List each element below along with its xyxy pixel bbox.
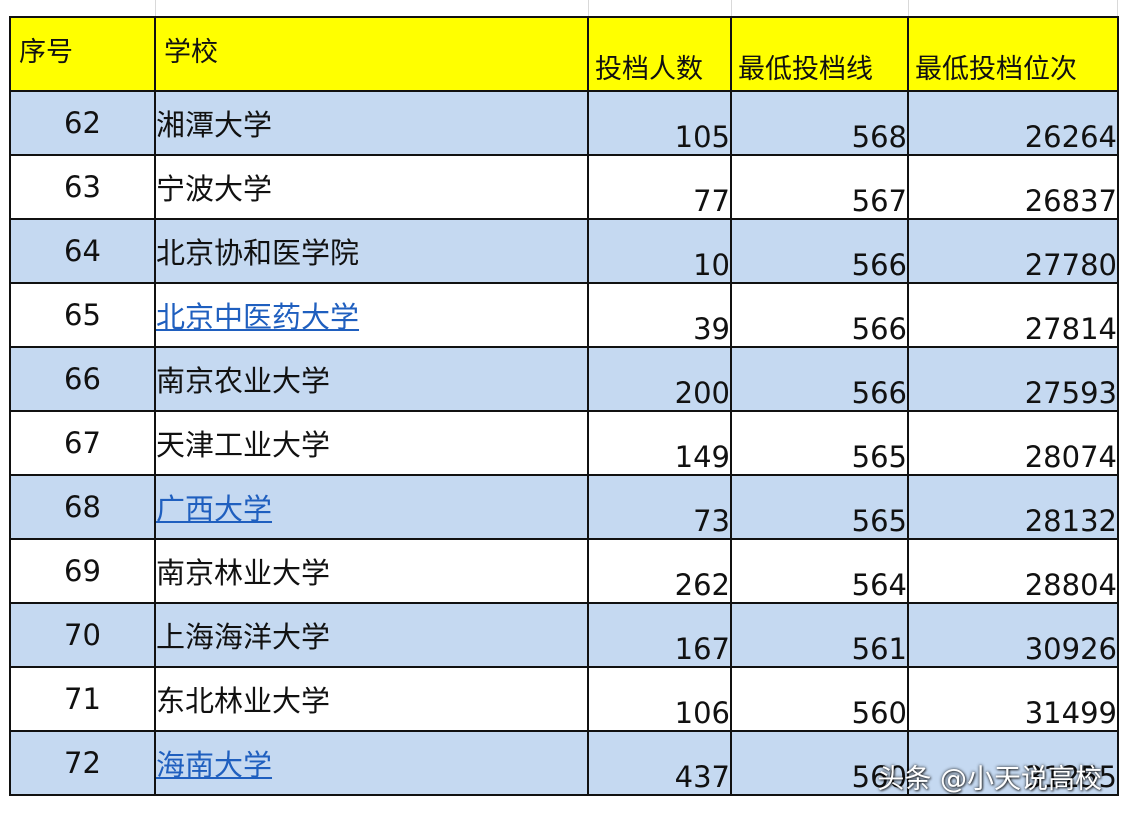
cell-school[interactable]: 北京协和医学院 <box>154 218 589 284</box>
cell-index[interactable]: 70 <box>9 602 156 668</box>
admission-table: 序号 学校 投档人数 最低投档线 最低投档位次 62 湘潭大学 105 568 2626… <box>9 16 1119 796</box>
cell-min-score[interactable]: 567 <box>730 154 909 220</box>
cell-min-score[interactable]: 566 <box>730 218 909 284</box>
cell-count[interactable]: 262 <box>587 538 732 604</box>
cell-min-rank[interactable]: 27780 <box>907 218 1119 284</box>
cell-index[interactable]: 62 <box>9 90 156 156</box>
cell-count[interactable]: 10 <box>587 218 732 284</box>
cell-min-rank[interactable]: 28804 <box>907 538 1119 604</box>
table-row: 66 南京农业大学 200 566 27593 <box>9 346 1119 412</box>
cell-school[interactable]: 海南大学 <box>154 730 589 796</box>
table-row: 65 北京中医药大学 39 566 27814 <box>9 282 1119 348</box>
header-school[interactable]: 学校 <box>154 16 589 92</box>
cell-count[interactable]: 77 <box>587 154 732 220</box>
school-link[interactable]: 广西大学 <box>156 492 273 526</box>
cell-min-rank[interactable]: 26837 <box>907 154 1119 220</box>
cell-min-score[interactable]: 560 <box>730 730 909 796</box>
cell-index[interactable]: 64 <box>9 218 156 284</box>
cell-index[interactable]: 69 <box>9 538 156 604</box>
header-min-score[interactable]: 最低投档线 <box>730 16 909 92</box>
table-row: 67 天津工业大学 149 565 28074 <box>9 410 1119 476</box>
cell-school[interactable]: 广西大学 <box>154 474 589 540</box>
cell-count[interactable]: 73 <box>587 474 732 540</box>
cell-min-rank[interactable]: 27814 <box>907 282 1119 348</box>
cell-count[interactable]: 167 <box>587 602 732 668</box>
cell-min-rank[interactable]: 30926 <box>907 602 1119 668</box>
cell-school[interactable]: 北京中医药大学 <box>154 282 589 348</box>
cell-min-score[interactable]: 566 <box>730 346 909 412</box>
cell-min-score[interactable]: 560 <box>730 666 909 732</box>
watermark: 头条 @小天说高校 <box>877 764 1102 795</box>
table-row: 68 广西大学 73 565 28132 <box>9 474 1119 540</box>
cell-index[interactable]: 72 <box>9 730 156 796</box>
cell-school[interactable]: 天津工业大学 <box>154 410 589 476</box>
cell-min-rank[interactable]: 31499 <box>907 666 1119 732</box>
cell-school[interactable]: 东北林业大学 <box>154 666 589 732</box>
cell-index[interactable]: 71 <box>9 666 156 732</box>
cell-index[interactable]: 65 <box>9 282 156 348</box>
table-row: 72 海南大学 437 560 31255 <box>9 730 1119 796</box>
cell-min-rank[interactable]: 28074 <box>907 410 1119 476</box>
table-row: 71 东北林业大学 106 560 31499 <box>9 666 1119 732</box>
table-row: 64 北京协和医学院 10 566 27780 <box>9 218 1119 284</box>
table-row: 69 南京林业大学 262 564 28804 <box>9 538 1119 604</box>
cell-index[interactable]: 63 <box>9 154 156 220</box>
sheet-top-gridlines <box>0 0 1124 16</box>
table-row: 62 湘潭大学 105 568 26264 <box>9 90 1119 156</box>
cell-school[interactable]: 上海海洋大学 <box>154 602 589 668</box>
header-row: 序号 学校 投档人数 最低投档线 最低投档位次 <box>9 16 1119 92</box>
cell-min-score[interactable]: 565 <box>730 410 909 476</box>
cell-min-rank[interactable]: 31255 <box>907 730 1119 796</box>
cell-min-score[interactable]: 564 <box>730 538 909 604</box>
cell-count[interactable]: 105 <box>587 90 732 156</box>
cell-min-score[interactable]: 566 <box>730 282 909 348</box>
cell-school[interactable]: 湘潭大学 <box>154 90 589 156</box>
cell-index[interactable]: 66 <box>9 346 156 412</box>
cell-count[interactable]: 437 <box>587 730 732 796</box>
cell-min-rank[interactable]: 26264 <box>907 90 1119 156</box>
cell-min-score[interactable]: 565 <box>730 474 909 540</box>
table-row: 70 上海海洋大学 167 561 30926 <box>9 602 1119 668</box>
table-body: 62 湘潭大学 105 568 26264 63 宁波大学 77 567 26837 64 北京协和医… <box>9 90 1119 796</box>
cell-min-score[interactable]: 561 <box>730 602 909 668</box>
school-link[interactable]: 海南大学 <box>156 748 273 782</box>
table-row: 63 宁波大学 77 567 26837 <box>9 154 1119 220</box>
cell-count[interactable]: 200 <box>587 346 732 412</box>
header-index[interactable]: 序号 <box>9 16 156 92</box>
cell-school[interactable]: 南京农业大学 <box>154 346 589 412</box>
school-link[interactable]: 北京中医药大学 <box>156 300 360 334</box>
cell-count[interactable]: 149 <box>587 410 732 476</box>
cell-count[interactable]: 39 <box>587 282 732 348</box>
cell-school[interactable]: 宁波大学 <box>154 154 589 220</box>
cell-school[interactable]: 南京林业大学 <box>154 538 589 604</box>
cell-min-rank[interactable]: 28132 <box>907 474 1119 540</box>
cell-index[interactable]: 68 <box>9 474 156 540</box>
cell-count[interactable]: 106 <box>587 666 732 732</box>
header-count[interactable]: 投档人数 <box>587 16 732 92</box>
cell-index[interactable]: 67 <box>9 410 156 476</box>
cell-min-score[interactable]: 568 <box>730 90 909 156</box>
header-min-rank[interactable]: 最低投档位次 <box>907 16 1119 92</box>
cell-min-rank[interactable]: 27593 <box>907 346 1119 412</box>
